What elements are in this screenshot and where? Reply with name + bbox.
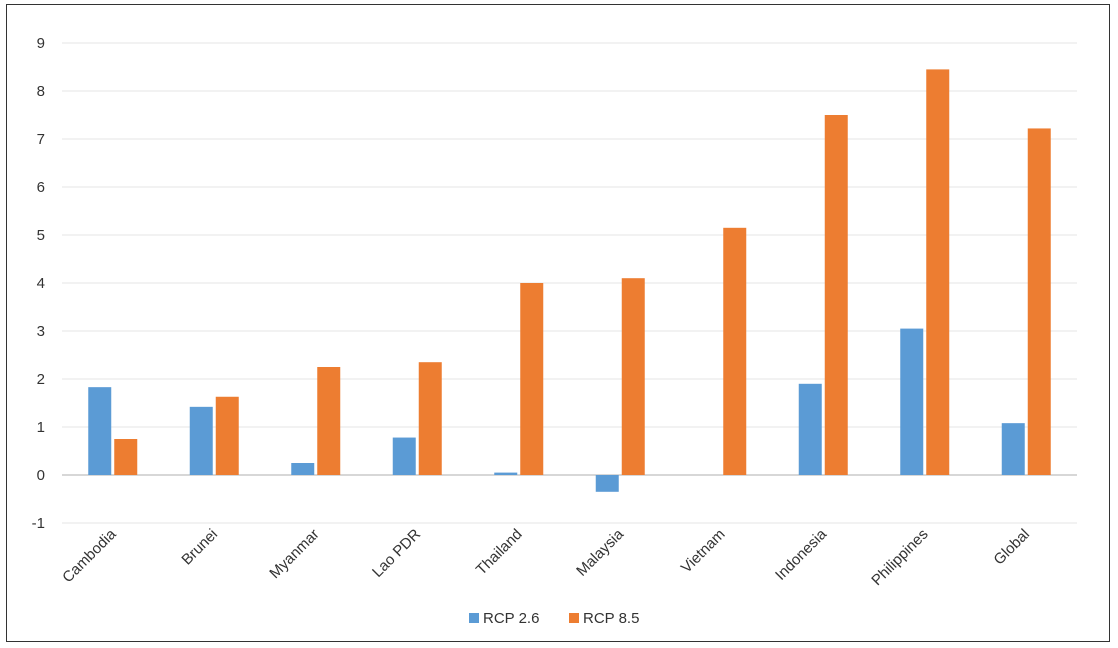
bar-rcp85-malaysia <box>621 278 645 475</box>
bar-rcp26-philippines <box>900 328 924 475</box>
y-tick-label: 6 <box>37 179 45 196</box>
bar-rcp26-myanmar <box>291 463 315 475</box>
bars <box>88 69 1051 492</box>
legend-label: RCP 8.5 <box>583 610 639 627</box>
legend-swatch <box>469 613 479 623</box>
legend-label: RCP 2.6 <box>483 610 539 627</box>
y-tick-label: 1 <box>37 419 45 436</box>
y-tick-label: 4 <box>37 275 45 292</box>
bar-chart: -1 0 1 2 3 4 5 6 7 8 9 Cambodia Brunei Myanmar Lao PD… <box>32 35 1077 627</box>
x-category-label: Cambodia <box>59 525 120 586</box>
gridlines <box>62 42 1077 524</box>
x-axis-labels: Cambodia Brunei Myanmar Lao PDR Thailand Mala… <box>59 525 1033 589</box>
bar-rcp85-indonesia <box>824 115 848 475</box>
bar-rcp85-myanmar <box>317 367 341 475</box>
bar-rcp26-lao-pdr <box>392 437 416 475</box>
chart-frame: -1 0 1 2 3 4 5 6 7 8 9 Cambodia Brunei Myanmar Lao PD… <box>6 4 1110 642</box>
x-category-label: Vietnam <box>678 526 729 577</box>
y-tick-label: 0 <box>37 467 45 484</box>
y-tick-label: 5 <box>37 227 45 244</box>
bar-rcp85-brunei <box>215 396 239 475</box>
bar-rcp85-philippines <box>926 69 950 476</box>
y-tick-label: 9 <box>37 35 45 52</box>
y-tick-label: -1 <box>32 515 45 532</box>
bar-rcp85-vietnam <box>723 227 747 475</box>
bar-rcp85-thailand <box>520 283 544 475</box>
bar-rcp85-lao-pdr <box>418 362 442 475</box>
x-category-label: Philippines <box>868 526 931 589</box>
bar-rcp85-cambodia <box>114 439 138 475</box>
bar-rcp26-cambodia <box>88 387 112 475</box>
bar-rcp26-brunei <box>189 406 213 475</box>
x-category-label: Brunei <box>178 526 221 569</box>
x-category-label: Indonesia <box>772 525 830 583</box>
y-tick-label: 3 <box>37 323 45 340</box>
x-category-label: Lao PDR <box>369 526 424 581</box>
x-category-label: Global <box>990 526 1033 569</box>
bar-rcp26-indonesia <box>798 383 822 475</box>
y-tick-label: 7 <box>37 131 45 148</box>
x-category-label: Malaysia <box>573 525 627 579</box>
y-tick-label: 8 <box>37 83 45 100</box>
bar-rcp26-global <box>1001 423 1025 475</box>
bar-rcp26-malaysia <box>595 475 619 492</box>
bar-rcp85-global <box>1027 128 1051 475</box>
x-category-label: Thailand <box>473 526 526 579</box>
y-tick-label: 2 <box>37 371 45 388</box>
legend-swatch <box>569 613 579 623</box>
bar-rcp26-thailand <box>494 472 518 475</box>
legend: RCP 2.6 RCP 8.5 <box>469 610 639 627</box>
x-category-label: Myanmar <box>266 526 322 582</box>
y-axis-ticks: -1 0 1 2 3 4 5 6 7 8 9 <box>32 35 45 532</box>
